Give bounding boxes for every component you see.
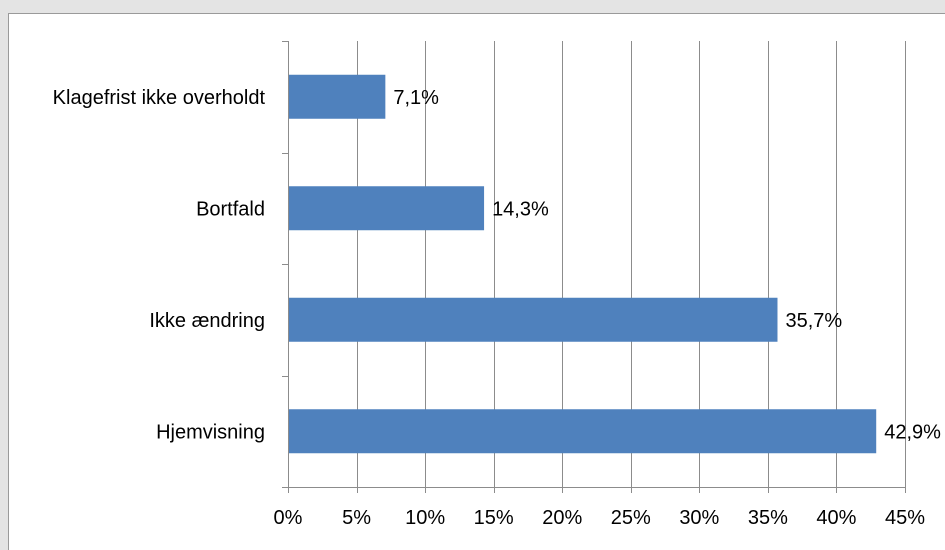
bar bbox=[289, 297, 778, 342]
bar bbox=[289, 186, 485, 231]
x-tick-label: 25% bbox=[611, 507, 651, 529]
bar bbox=[289, 409, 877, 454]
x-tick-label: 5% bbox=[342, 507, 371, 529]
data-label: 42,9% bbox=[884, 421, 941, 443]
x-tick-label: 45% bbox=[885, 507, 925, 529]
chart-frame bbox=[8, 13, 945, 550]
data-labels: 7,1% 14,3% 35,7% 42,9% bbox=[393, 87, 941, 444]
data-label: 35,7% bbox=[785, 310, 842, 332]
x-tick-label: 0% bbox=[274, 507, 303, 529]
category-label: Bortfald bbox=[196, 198, 265, 220]
x-tick-label: 30% bbox=[679, 507, 719, 529]
category-label: Hjemvisning bbox=[156, 421, 265, 443]
x-tick-labels: 0% 5% 10% 15% 20% 25% 30% 35% 40% 45% bbox=[274, 507, 926, 529]
axes bbox=[282, 41, 906, 493]
x-tick-label: 15% bbox=[474, 507, 514, 529]
bars bbox=[289, 74, 877, 454]
bar bbox=[289, 74, 386, 119]
data-label: 14,3% bbox=[492, 198, 549, 220]
x-tick-label: 35% bbox=[748, 507, 788, 529]
bar-chart: Klagefrist ikke overholdt Bortfald Ikke æn… bbox=[53, 41, 941, 529]
category-label: Klagefrist ikke overholdt bbox=[53, 87, 266, 109]
category-label: Ikke ændring bbox=[149, 310, 265, 332]
x-tick-label: 10% bbox=[405, 507, 445, 529]
data-label: 7,1% bbox=[393, 87, 439, 109]
category-labels: Klagefrist ikke overholdt Bortfald Ikke æn… bbox=[53, 87, 266, 444]
x-tick-label: 20% bbox=[542, 507, 582, 529]
x-tick-label: 40% bbox=[816, 507, 856, 529]
